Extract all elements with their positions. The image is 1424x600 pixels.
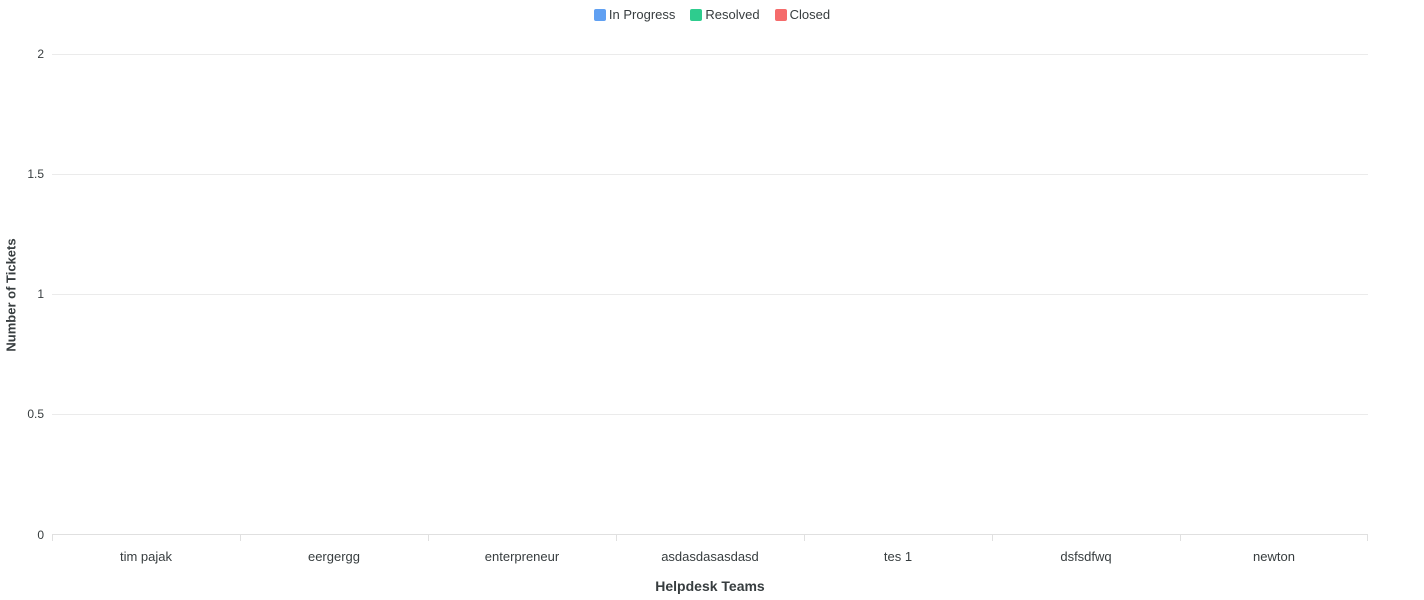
- y-tick-label-2: 2: [37, 47, 44, 61]
- resolved-legend-marker-icon: [690, 8, 703, 21]
- x-label-newton: newton: [1253, 549, 1295, 564]
- legend-label-closed: Closed: [789, 7, 831, 22]
- legend-item-resolved[interactable]: Resolved: [690, 7, 760, 22]
- y-tick-label-0-5: 0.5: [27, 407, 44, 421]
- x-axis-tick: [992, 535, 993, 541]
- gridline-2: [52, 54, 1368, 55]
- x-axis-labels: tim pajak eergergg enterpreneur asdasdas…: [52, 549, 1368, 565]
- x-axis-tick: [804, 535, 805, 541]
- x-label-enterpreneur: enterpreneur: [484, 549, 560, 564]
- x-label-tes-1: tes 1: [883, 549, 913, 564]
- legend-item-in-progress[interactable]: In Progress: [593, 7, 676, 22]
- legend-label-resolved: Resolved: [705, 7, 760, 22]
- closed-legend-marker-icon: [774, 8, 787, 21]
- x-label-asdasdasasdasd: asdasdasasdasd: [661, 549, 759, 564]
- y-tick-label-1: 1: [37, 287, 44, 301]
- gridline-1-5: [52, 174, 1368, 175]
- x-axis-tick: [1180, 535, 1181, 541]
- legend-label-in-progress: In Progress: [608, 7, 676, 22]
- x-label-dsfsdfwq: dsfsdfwq: [1060, 549, 1112, 564]
- y-axis-title: Number of Tickets: [3, 238, 19, 352]
- gridline-0-5: [52, 414, 1368, 415]
- x-axis-title: Helpdesk Teams: [655, 578, 765, 594]
- x-axis-tick: [616, 535, 617, 541]
- gridline-1: [52, 294, 1368, 295]
- x-axis-line: [52, 534, 1368, 535]
- x-axis-tick: [428, 535, 429, 541]
- in-progress-legend-marker-icon: [593, 8, 606, 21]
- plot-area: [52, 54, 1368, 541]
- chart-legend: In Progress Resolved Closed: [0, 7, 1424, 22]
- x-axis-tick: [52, 535, 53, 541]
- y-tick-label-1-5: 1.5: [27, 167, 44, 181]
- x-label-eergergg: eergergg: [307, 549, 361, 564]
- x-axis-tick: [240, 535, 241, 541]
- legend-item-closed[interactable]: Closed: [774, 7, 831, 22]
- x-label-tim-pajak: tim pajak: [119, 549, 173, 564]
- y-tick-label-0: 0: [37, 528, 44, 542]
- x-axis-tick: [1367, 535, 1368, 541]
